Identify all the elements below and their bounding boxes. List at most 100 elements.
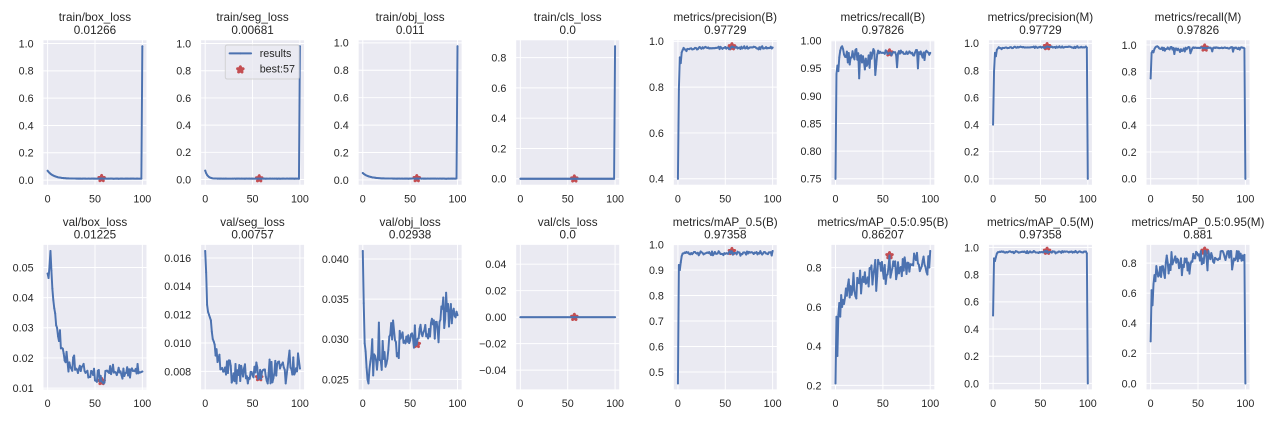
svg-text:0.02: 0.02 <box>485 286 506 298</box>
svg-text:0: 0 <box>675 193 681 205</box>
svg-text:0.2: 0.2 <box>491 143 506 155</box>
svg-text:0: 0 <box>990 193 996 205</box>
svg-text:0.010: 0.010 <box>164 338 191 350</box>
svg-text:0.4: 0.4 <box>964 119 979 131</box>
svg-text:metrics/precision(B): metrics/precision(B) <box>673 11 777 24</box>
svg-text:0: 0 <box>202 193 208 205</box>
svg-text:0.8: 0.8 <box>334 65 349 77</box>
svg-text:1.00: 1.00 <box>801 36 822 48</box>
svg-text:0.025: 0.025 <box>322 374 349 386</box>
svg-text:metrics/mAP_0.5:0.95(M): metrics/mAP_0.5:0.95(M) <box>1132 216 1265 229</box>
svg-text:metrics/precision(M): metrics/precision(M) <box>988 11 1094 24</box>
svg-text:0.016: 0.016 <box>164 253 191 265</box>
svg-text:results: results <box>260 48 292 60</box>
svg-text:100: 100 <box>1079 398 1097 410</box>
svg-text:0.8: 0.8 <box>807 263 822 275</box>
svg-text:0.01225: 0.01225 <box>74 228 117 241</box>
svg-text:−0.04: −0.04 <box>479 365 506 377</box>
svg-text:0.012: 0.012 <box>164 310 191 322</box>
svg-text:val/seg_loss: val/seg_loss <box>220 216 285 229</box>
svg-text:0.2: 0.2 <box>807 380 822 392</box>
svg-text:0.0: 0.0 <box>964 378 979 390</box>
svg-text:metrics/mAP_0.5:0.95(B): metrics/mAP_0.5:0.95(B) <box>817 216 948 229</box>
svg-text:0.2: 0.2 <box>334 147 349 159</box>
svg-text:0.04: 0.04 <box>485 259 506 271</box>
svg-text:0.97729: 0.97729 <box>704 24 746 37</box>
svg-text:0.04: 0.04 <box>13 293 34 305</box>
svg-text:0.00681: 0.00681 <box>231 24 273 37</box>
svg-text:0.8: 0.8 <box>649 82 664 94</box>
svg-text:train/seg_loss: train/seg_loss <box>216 11 288 24</box>
svg-text:0.040: 0.040 <box>322 254 349 266</box>
svg-text:50: 50 <box>877 398 889 410</box>
svg-text:100: 100 <box>449 193 467 205</box>
svg-text:val/box_loss: val/box_loss <box>63 216 128 229</box>
svg-text:50: 50 <box>247 193 259 205</box>
svg-text:100: 100 <box>133 398 151 410</box>
svg-text:0.6: 0.6 <box>649 128 664 140</box>
svg-text:0.0: 0.0 <box>491 174 506 186</box>
svg-text:0.4: 0.4 <box>334 120 349 132</box>
svg-text:0: 0 <box>360 193 366 205</box>
svg-text:0.2: 0.2 <box>19 148 34 160</box>
svg-text:0.0: 0.0 <box>334 175 349 187</box>
svg-text:50: 50 <box>89 193 101 205</box>
svg-text:train/obj_loss: train/obj_loss <box>376 11 445 24</box>
svg-text:50: 50 <box>1192 193 1204 205</box>
svg-text:0.881: 0.881 <box>1183 228 1212 241</box>
svg-text:0.4: 0.4 <box>1122 318 1137 330</box>
svg-text:100: 100 <box>921 193 939 205</box>
svg-text:50: 50 <box>247 398 259 410</box>
svg-text:1.0: 1.0 <box>19 38 34 50</box>
svg-text:0.4: 0.4 <box>1122 120 1137 132</box>
svg-text:0: 0 <box>1148 193 1154 205</box>
svg-text:0.5: 0.5 <box>649 367 664 379</box>
svg-text:0.05: 0.05 <box>13 262 34 274</box>
svg-text:train/cls_loss: train/cls_loss <box>534 11 602 24</box>
svg-text:0.7: 0.7 <box>649 316 664 328</box>
svg-text:0.2: 0.2 <box>964 147 979 159</box>
svg-text:0.6: 0.6 <box>19 93 34 105</box>
svg-text:0.00757: 0.00757 <box>231 228 273 241</box>
svg-text:100: 100 <box>764 193 782 205</box>
svg-text:0.75: 0.75 <box>801 174 822 186</box>
svg-text:val/cls_loss: val/cls_loss <box>538 216 598 229</box>
svg-text:50: 50 <box>719 193 731 205</box>
svg-text:0: 0 <box>45 398 51 410</box>
svg-text:0: 0 <box>360 398 366 410</box>
svg-text:metrics/mAP_0.5(M): metrics/mAP_0.5(M) <box>987 216 1094 229</box>
svg-text:50: 50 <box>562 193 574 205</box>
svg-text:0: 0 <box>833 398 839 410</box>
svg-text:1.0: 1.0 <box>964 242 979 254</box>
svg-text:1.0: 1.0 <box>176 38 191 50</box>
svg-text:0.6: 0.6 <box>1122 288 1137 300</box>
svg-text:0.97826: 0.97826 <box>862 24 904 37</box>
svg-text:0.02: 0.02 <box>13 353 34 365</box>
svg-text:0.6: 0.6 <box>491 83 506 95</box>
svg-text:0.8: 0.8 <box>964 270 979 282</box>
svg-text:100: 100 <box>606 398 624 410</box>
svg-text:val/obj_loss: val/obj_loss <box>379 216 440 229</box>
svg-text:100: 100 <box>291 398 309 410</box>
svg-text:train/box_loss: train/box_loss <box>59 11 131 24</box>
svg-text:100: 100 <box>764 398 782 410</box>
svg-text:0.4: 0.4 <box>807 341 822 353</box>
svg-text:1.0: 1.0 <box>649 239 664 251</box>
svg-text:100: 100 <box>1079 193 1097 205</box>
svg-text:0.4: 0.4 <box>964 324 979 336</box>
svg-text:0.03: 0.03 <box>13 323 34 335</box>
svg-text:0.6: 0.6 <box>807 302 822 314</box>
svg-text:0.01266: 0.01266 <box>74 24 116 37</box>
svg-text:0.4: 0.4 <box>176 120 191 132</box>
svg-text:100: 100 <box>1236 193 1254 205</box>
svg-text:−0.02: −0.02 <box>479 339 506 351</box>
svg-text:0.97358: 0.97358 <box>704 228 747 241</box>
svg-text:0: 0 <box>1148 398 1154 410</box>
svg-text:0.8: 0.8 <box>1122 67 1137 79</box>
svg-text:0.8: 0.8 <box>1122 258 1137 270</box>
svg-text:0.014: 0.014 <box>164 281 191 293</box>
svg-text:0.86207: 0.86207 <box>862 228 904 241</box>
svg-text:0: 0 <box>833 193 839 205</box>
svg-text:0.9: 0.9 <box>649 265 664 277</box>
svg-text:0.2: 0.2 <box>1122 348 1137 360</box>
